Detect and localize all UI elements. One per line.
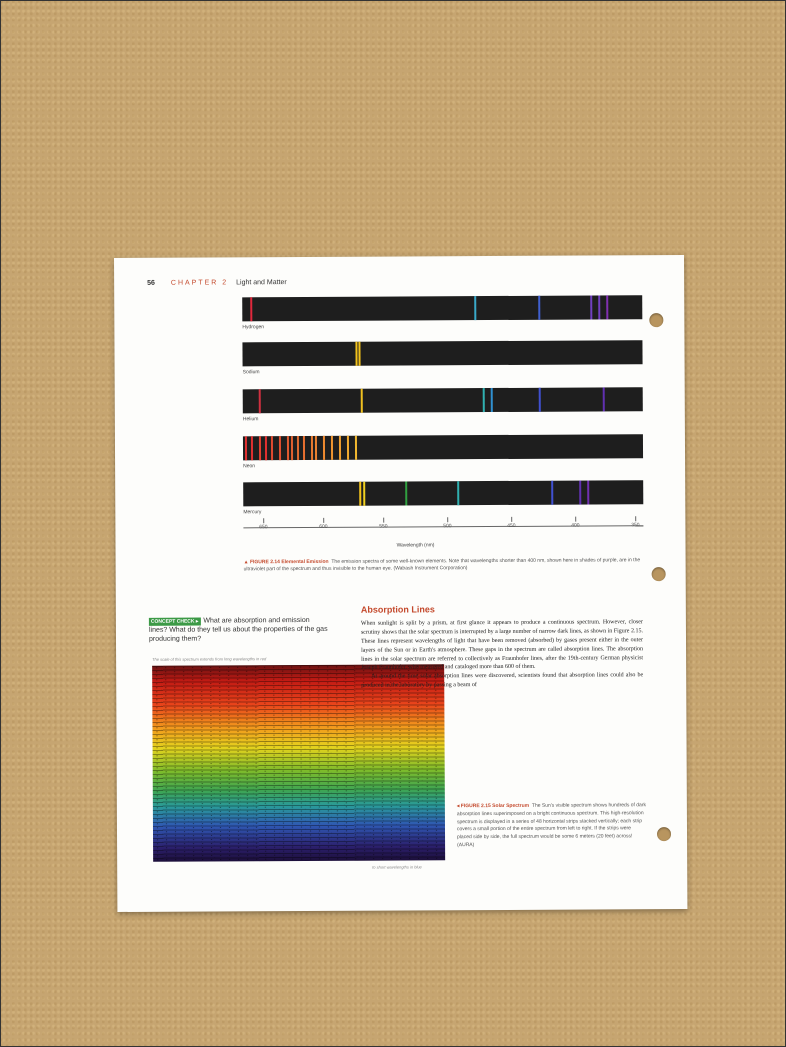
emission-line: [363, 481, 366, 506]
sodium-spectrum: [242, 340, 643, 367]
emission-line: [330, 435, 334, 460]
chapter-title: Light and Matter: [236, 279, 287, 287]
emission-line: [258, 389, 261, 414]
paragraph-1: When sunlight is split by a prism, at fi…: [360, 619, 644, 672]
concept-check-badge: CONCEPT CHECK ▸: [148, 617, 201, 627]
emission-line: [490, 388, 493, 413]
binder-hole-bottom: [656, 827, 672, 842]
emission-line: [602, 387, 605, 412]
axis-title: Wavelength (nm): [396, 542, 435, 549]
spectrum-top-note: The scale of this spectrum extends from …: [152, 656, 267, 662]
emission-line: [264, 436, 268, 461]
emission-line: [355, 341, 358, 366]
hydrogen-label: Hydrogen: [242, 324, 265, 331]
emission-line: [296, 436, 300, 461]
emission-line: [538, 295, 541, 320]
emission-line: [270, 436, 274, 461]
emission-line: [538, 387, 541, 412]
emission-line: [358, 341, 361, 366]
figure-2-14-caption: ▲ FIGURE 2.14 Elemental Emission The emi…: [244, 557, 644, 574]
emission-line: [405, 481, 408, 506]
emission-line: [482, 388, 485, 413]
page-number: 56: [147, 279, 155, 287]
emission-line: [302, 436, 306, 461]
solar-spectrum-image: [152, 664, 446, 862]
mercury-spectrum: [243, 480, 644, 507]
emission-line: [338, 435, 342, 460]
neon-label: Neon: [243, 463, 256, 470]
textbook-page: 56 CHAPTER 2 Light and Matter Hydrogen S…: [114, 255, 688, 912]
helium-label: Helium: [242, 416, 259, 423]
tick-450: 450: [507, 522, 516, 529]
absorption-lines: [152, 664, 446, 862]
tick-350: 350: [631, 522, 640, 529]
spectrum-bottom-note: to short wavelengths in blue: [372, 864, 422, 870]
emission-line: [346, 435, 350, 460]
emission-line: [354, 435, 358, 460]
figure-2-15-caption-body: The Sun's visible spectrum shows hundred…: [456, 802, 647, 848]
helium-spectrum: [242, 387, 643, 414]
emission-line: [579, 480, 582, 505]
emission-line: [587, 480, 590, 505]
emission-line: [551, 480, 554, 505]
figure-2-14: Hydrogen Sodium Helium Neon Mercury 650 …: [114, 255, 684, 573]
sodium-label: Sodium: [242, 369, 260, 376]
hydrogen-spectrum: [242, 295, 643, 322]
neon-spectrum: [242, 434, 644, 461]
emission-line: [250, 436, 254, 461]
emission-line: [244, 436, 248, 461]
emission-line: [474, 296, 477, 321]
figure-2-15-caption-head: ◂ FIGURE 2.15 Solar Spectrum: [456, 802, 530, 810]
tick-400: 400: [571, 522, 580, 529]
tick-550: 550: [379, 523, 388, 530]
paragraph-2: At around the time solar absorption line…: [361, 672, 644, 689]
figure-2-14-caption-head: ▲ FIGURE 2.14 Elemental Emission: [243, 558, 329, 566]
tick-500: 500: [443, 523, 452, 530]
emission-line: [310, 435, 314, 460]
emission-line: [250, 297, 253, 322]
emission-line: [322, 435, 326, 460]
binder-hole-top: [649, 313, 664, 328]
emission-line: [278, 436, 282, 461]
emission-line: [360, 388, 363, 413]
emission-line: [290, 436, 294, 461]
emission-line: [258, 436, 262, 461]
body-text: When sunlight is split by a prism, at fi…: [361, 618, 643, 690]
page-header: 56 CHAPTER 2 Light and Matter: [147, 279, 287, 287]
section-heading: Absorption Lines: [360, 604, 435, 615]
figure-2-15-caption: ◂ FIGURE 2.15 Solar Spectrum The Sun's v…: [457, 802, 647, 849]
emission-line: [606, 295, 609, 320]
emission-line: [457, 481, 460, 506]
emission-line: [286, 436, 290, 461]
emission-line: [359, 481, 362, 506]
binder-hole-middle: [651, 567, 666, 582]
concept-check: CONCEPT CHECK ▸ What are absorption and e…: [148, 617, 329, 644]
emission-line: [598, 295, 601, 320]
tick-600: 600: [319, 523, 328, 530]
emission-line: [314, 435, 318, 460]
chapter-number: CHAPTER 2: [170, 279, 229, 287]
emission-line: [590, 295, 593, 320]
tick-650: 650: [259, 524, 268, 531]
mercury-label: Mercury: [243, 509, 262, 516]
